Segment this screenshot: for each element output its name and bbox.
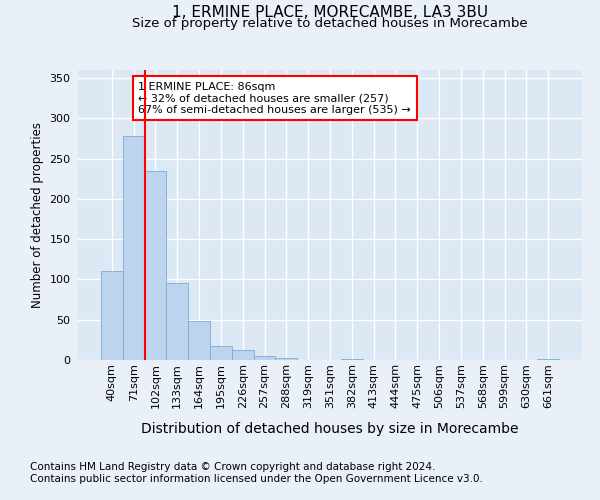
Bar: [210, 346, 232, 360]
Bar: [101, 272, 123, 360]
Text: Distribution of detached houses by size in Morecambe: Distribution of detached houses by size …: [141, 422, 519, 436]
Text: Contains public sector information licensed under the Open Government Licence v3: Contains public sector information licen…: [30, 474, 483, 484]
Text: Size of property relative to detached houses in Morecambe: Size of property relative to detached ho…: [132, 18, 528, 30]
Bar: [123, 136, 145, 360]
Bar: [341, 359, 363, 360]
Y-axis label: Number of detached properties: Number of detached properties: [31, 122, 44, 308]
Bar: [166, 284, 188, 360]
Bar: [275, 358, 297, 360]
Bar: [537, 359, 559, 360]
Text: Contains HM Land Registry data © Crown copyright and database right 2024.: Contains HM Land Registry data © Crown c…: [30, 462, 436, 472]
Bar: [232, 350, 254, 360]
Text: 1, ERMINE PLACE, MORECAMBE, LA3 3BU: 1, ERMINE PLACE, MORECAMBE, LA3 3BU: [172, 5, 488, 20]
Bar: [145, 170, 166, 360]
Bar: [188, 320, 210, 360]
Bar: [254, 356, 275, 360]
Text: 1 ERMINE PLACE: 86sqm
← 32% of detached houses are smaller (257)
67% of semi-det: 1 ERMINE PLACE: 86sqm ← 32% of detached …: [139, 82, 411, 115]
